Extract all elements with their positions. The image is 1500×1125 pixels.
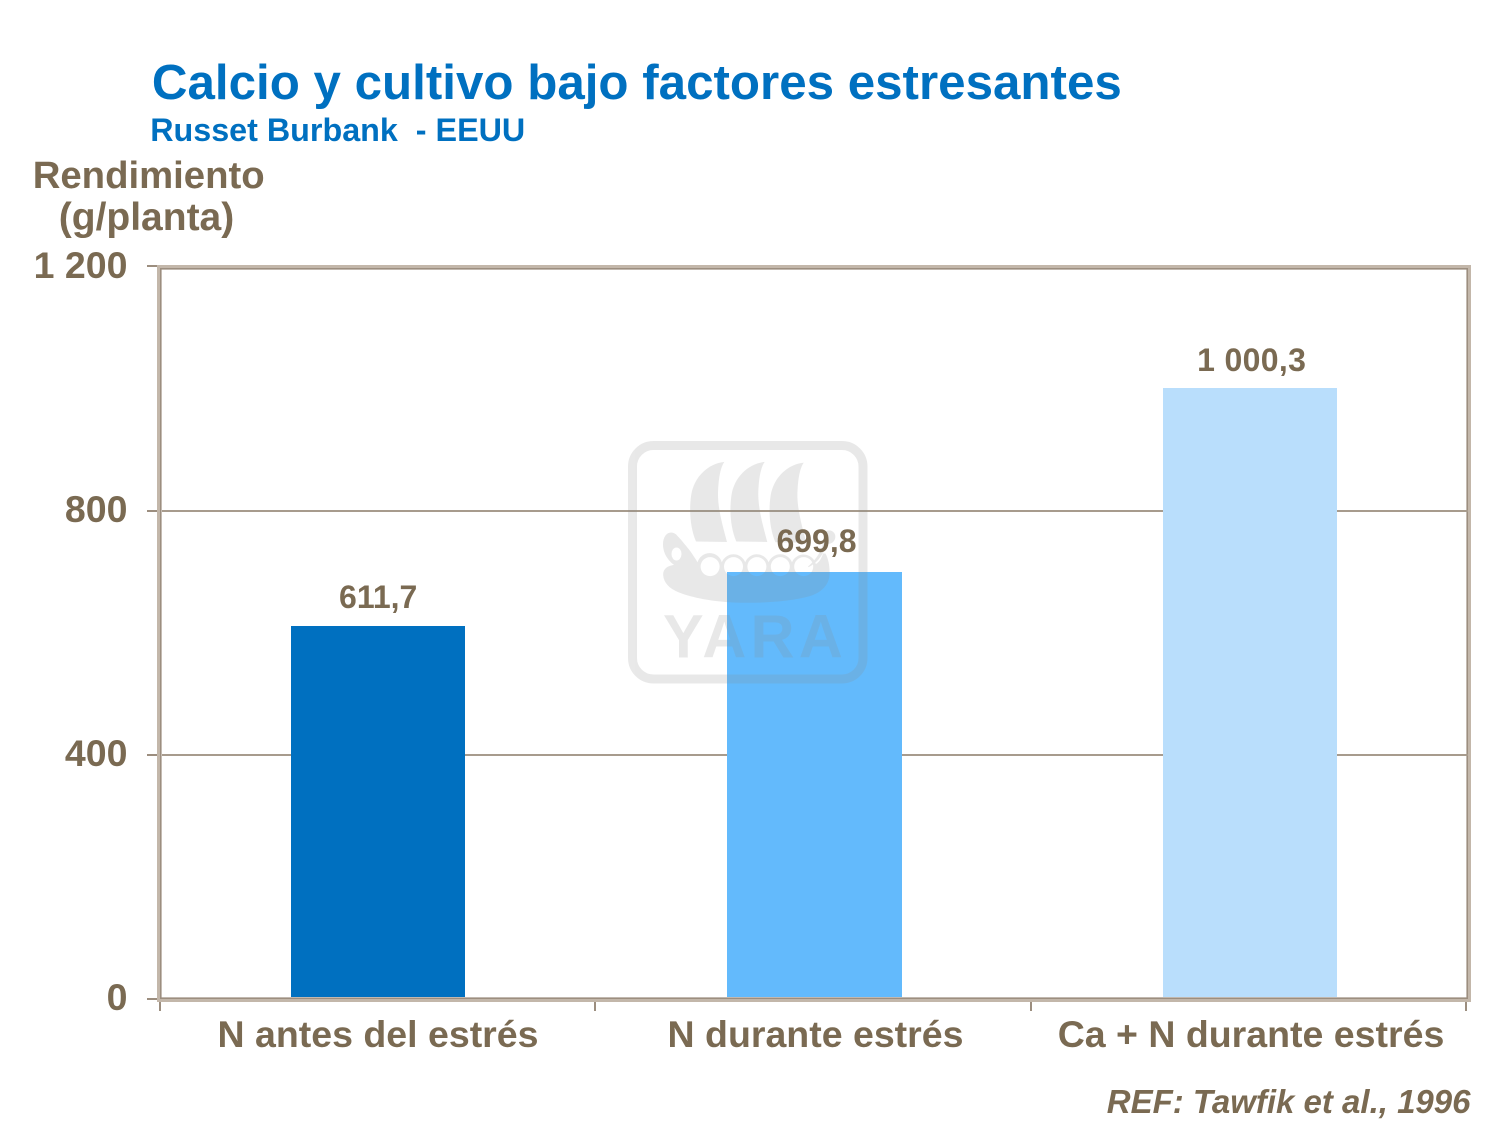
svg-text:YARA: YARA [663,602,847,670]
